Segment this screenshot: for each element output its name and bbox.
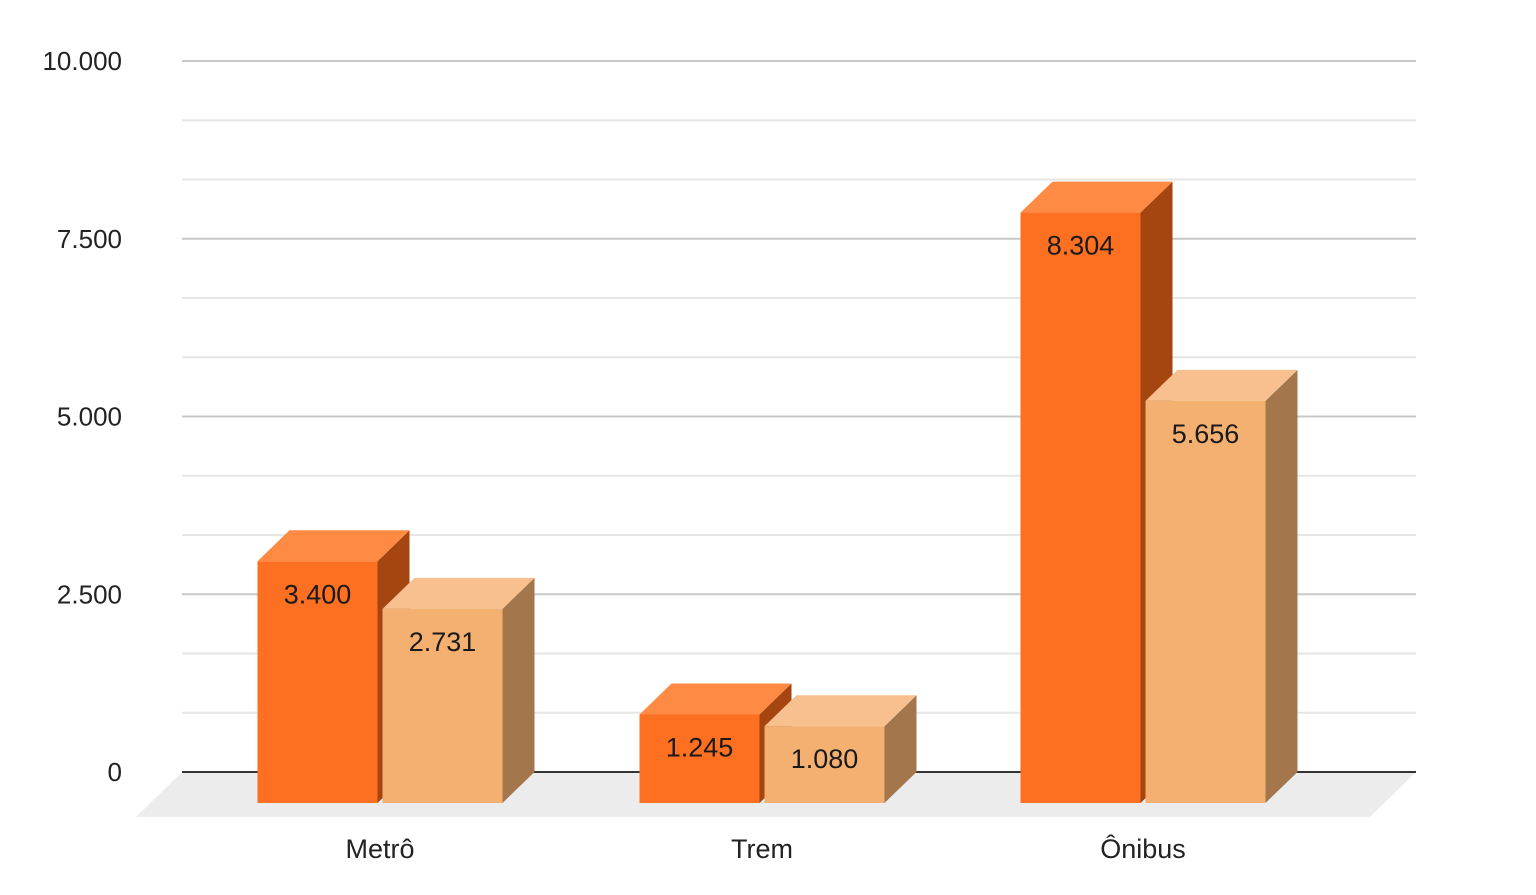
bars-layer (257, 181, 1298, 804)
data-labels-layer: 3.400 2.731 1.245 1.080 8.304 5.656 (284, 231, 1240, 775)
y-tick-label: 5.000 (57, 402, 122, 432)
data-label: 1.080 (791, 744, 859, 774)
bar-side-face (502, 577, 535, 803)
bar-side-face (1265, 369, 1298, 803)
bar-front-face (382, 608, 503, 803)
bar-front-face (764, 726, 885, 803)
y-tick-label: 0 (108, 757, 122, 787)
bar-top-face (1145, 369, 1298, 401)
data-label: 3.400 (284, 579, 352, 609)
data-label: 1.245 (666, 732, 734, 762)
bar (382, 577, 535, 803)
x-category-label: Ônibus (1100, 833, 1186, 864)
bar-top-face (257, 530, 410, 562)
bar-front-face (1145, 400, 1266, 803)
bar (764, 695, 917, 803)
x-axis: Metrô Trem Ônibus (345, 833, 1185, 864)
bar-side-face (884, 695, 917, 803)
y-axis: 0 2.500 5.000 7.500 10.000 (42, 46, 122, 787)
y-tick-label: 10.000 (42, 46, 122, 76)
bar-top-face (382, 577, 535, 609)
bar (1145, 369, 1298, 803)
bar-front-face (1020, 212, 1141, 804)
bar-top-face (639, 683, 792, 715)
y-tick-label: 7.500 (57, 224, 122, 254)
bar (1020, 181, 1173, 804)
bar-top-face (764, 695, 917, 727)
bar-front-face (257, 561, 378, 803)
y-tick-label: 2.500 (57, 579, 122, 609)
bar-front-face (639, 714, 760, 803)
data-label: 2.731 (409, 627, 477, 657)
bar-top-face (1020, 181, 1173, 213)
data-label: 5.656 (1172, 419, 1240, 449)
x-category-label: Trem (731, 834, 793, 864)
data-label: 8.304 (1047, 231, 1115, 261)
x-category-label: Metrô (345, 834, 414, 864)
